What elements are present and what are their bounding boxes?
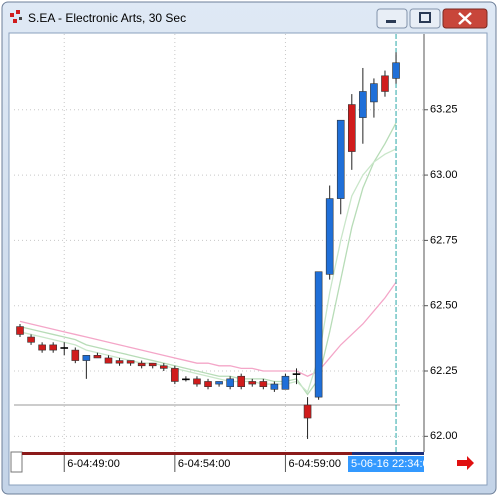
- candle-body: [182, 378, 190, 381]
- candle-body: [27, 336, 35, 343]
- minimize-button[interactable]: [376, 8, 408, 29]
- y-tick-label: 62.00: [430, 430, 458, 442]
- candle-body: [370, 83, 378, 103]
- candle-body: [126, 360, 135, 364]
- time-bar-end: [352, 452, 424, 455]
- candle-body: [38, 344, 46, 351]
- candle-body: [204, 381, 212, 387]
- candle-body: [314, 271, 323, 398]
- candle-body: [215, 381, 223, 385]
- candle-body: [16, 326, 24, 335]
- x-tick-label: 6-04:59:00: [288, 458, 341, 470]
- candle-body: [115, 360, 124, 364]
- scroll-box[interactable]: [10, 451, 23, 473]
- candle-body: [303, 404, 312, 419]
- x-tick-label: 6-04:49:00: [67, 458, 120, 470]
- y-tick-label: 63.25: [430, 104, 458, 116]
- close-button[interactable]: [442, 8, 488, 29]
- chart: 62.00 62.25 62.50 62.75 63.00 63.25 6-04:49:00…: [14, 34, 458, 472]
- candle-body: [159, 365, 168, 369]
- candle-body: [82, 355, 91, 361]
- cursor-label: 5-06-16 22:34:00: [351, 458, 435, 470]
- candle-body: [226, 378, 234, 387]
- y-tick-label: 63.00: [430, 169, 458, 181]
- candle-body: [347, 104, 356, 152]
- candle-body: [137, 362, 146, 367]
- candle-body: [148, 362, 157, 367]
- moving-average-line: [19, 148, 397, 394]
- moving-average-line: [19, 281, 397, 377]
- candle-body: [248, 381, 257, 385]
- candle-body: [237, 375, 245, 387]
- x-tick-label: 6-04:54:00: [178, 458, 231, 470]
- candle-body: [93, 355, 102, 359]
- candle-body: [381, 75, 389, 92]
- y-tick-label: 62.25: [430, 365, 458, 377]
- candle-body: [325, 198, 334, 275]
- maximize-button[interactable]: [409, 8, 441, 29]
- window-title: S.EA - Electronic Arts, 30 Sec: [28, 11, 186, 25]
- candle-body: [60, 347, 69, 349]
- candle-body: [171, 368, 179, 382]
- cursor-label-box: [348, 456, 424, 472]
- candle-body: [71, 349, 80, 361]
- y-tick-label: 62.50: [430, 300, 458, 312]
- candle-body: [392, 62, 400, 79]
- candle-body: [259, 381, 268, 387]
- y-tick-label: 62.75: [430, 234, 458, 246]
- candle-body: [281, 375, 290, 390]
- candle-body: [193, 378, 201, 385]
- time-bar: [22, 452, 352, 455]
- app-icon: [10, 10, 22, 23]
- candle-body: [270, 383, 279, 390]
- scroll-right-arrow[interactable]: [457, 456, 474, 470]
- candle-body: [292, 373, 301, 375]
- moving-average-line: [19, 122, 397, 396]
- candle-body: [49, 344, 57, 351]
- candle-body: [336, 119, 345, 199]
- candle-body: [104, 357, 113, 364]
- candle-body: [359, 91, 367, 118]
